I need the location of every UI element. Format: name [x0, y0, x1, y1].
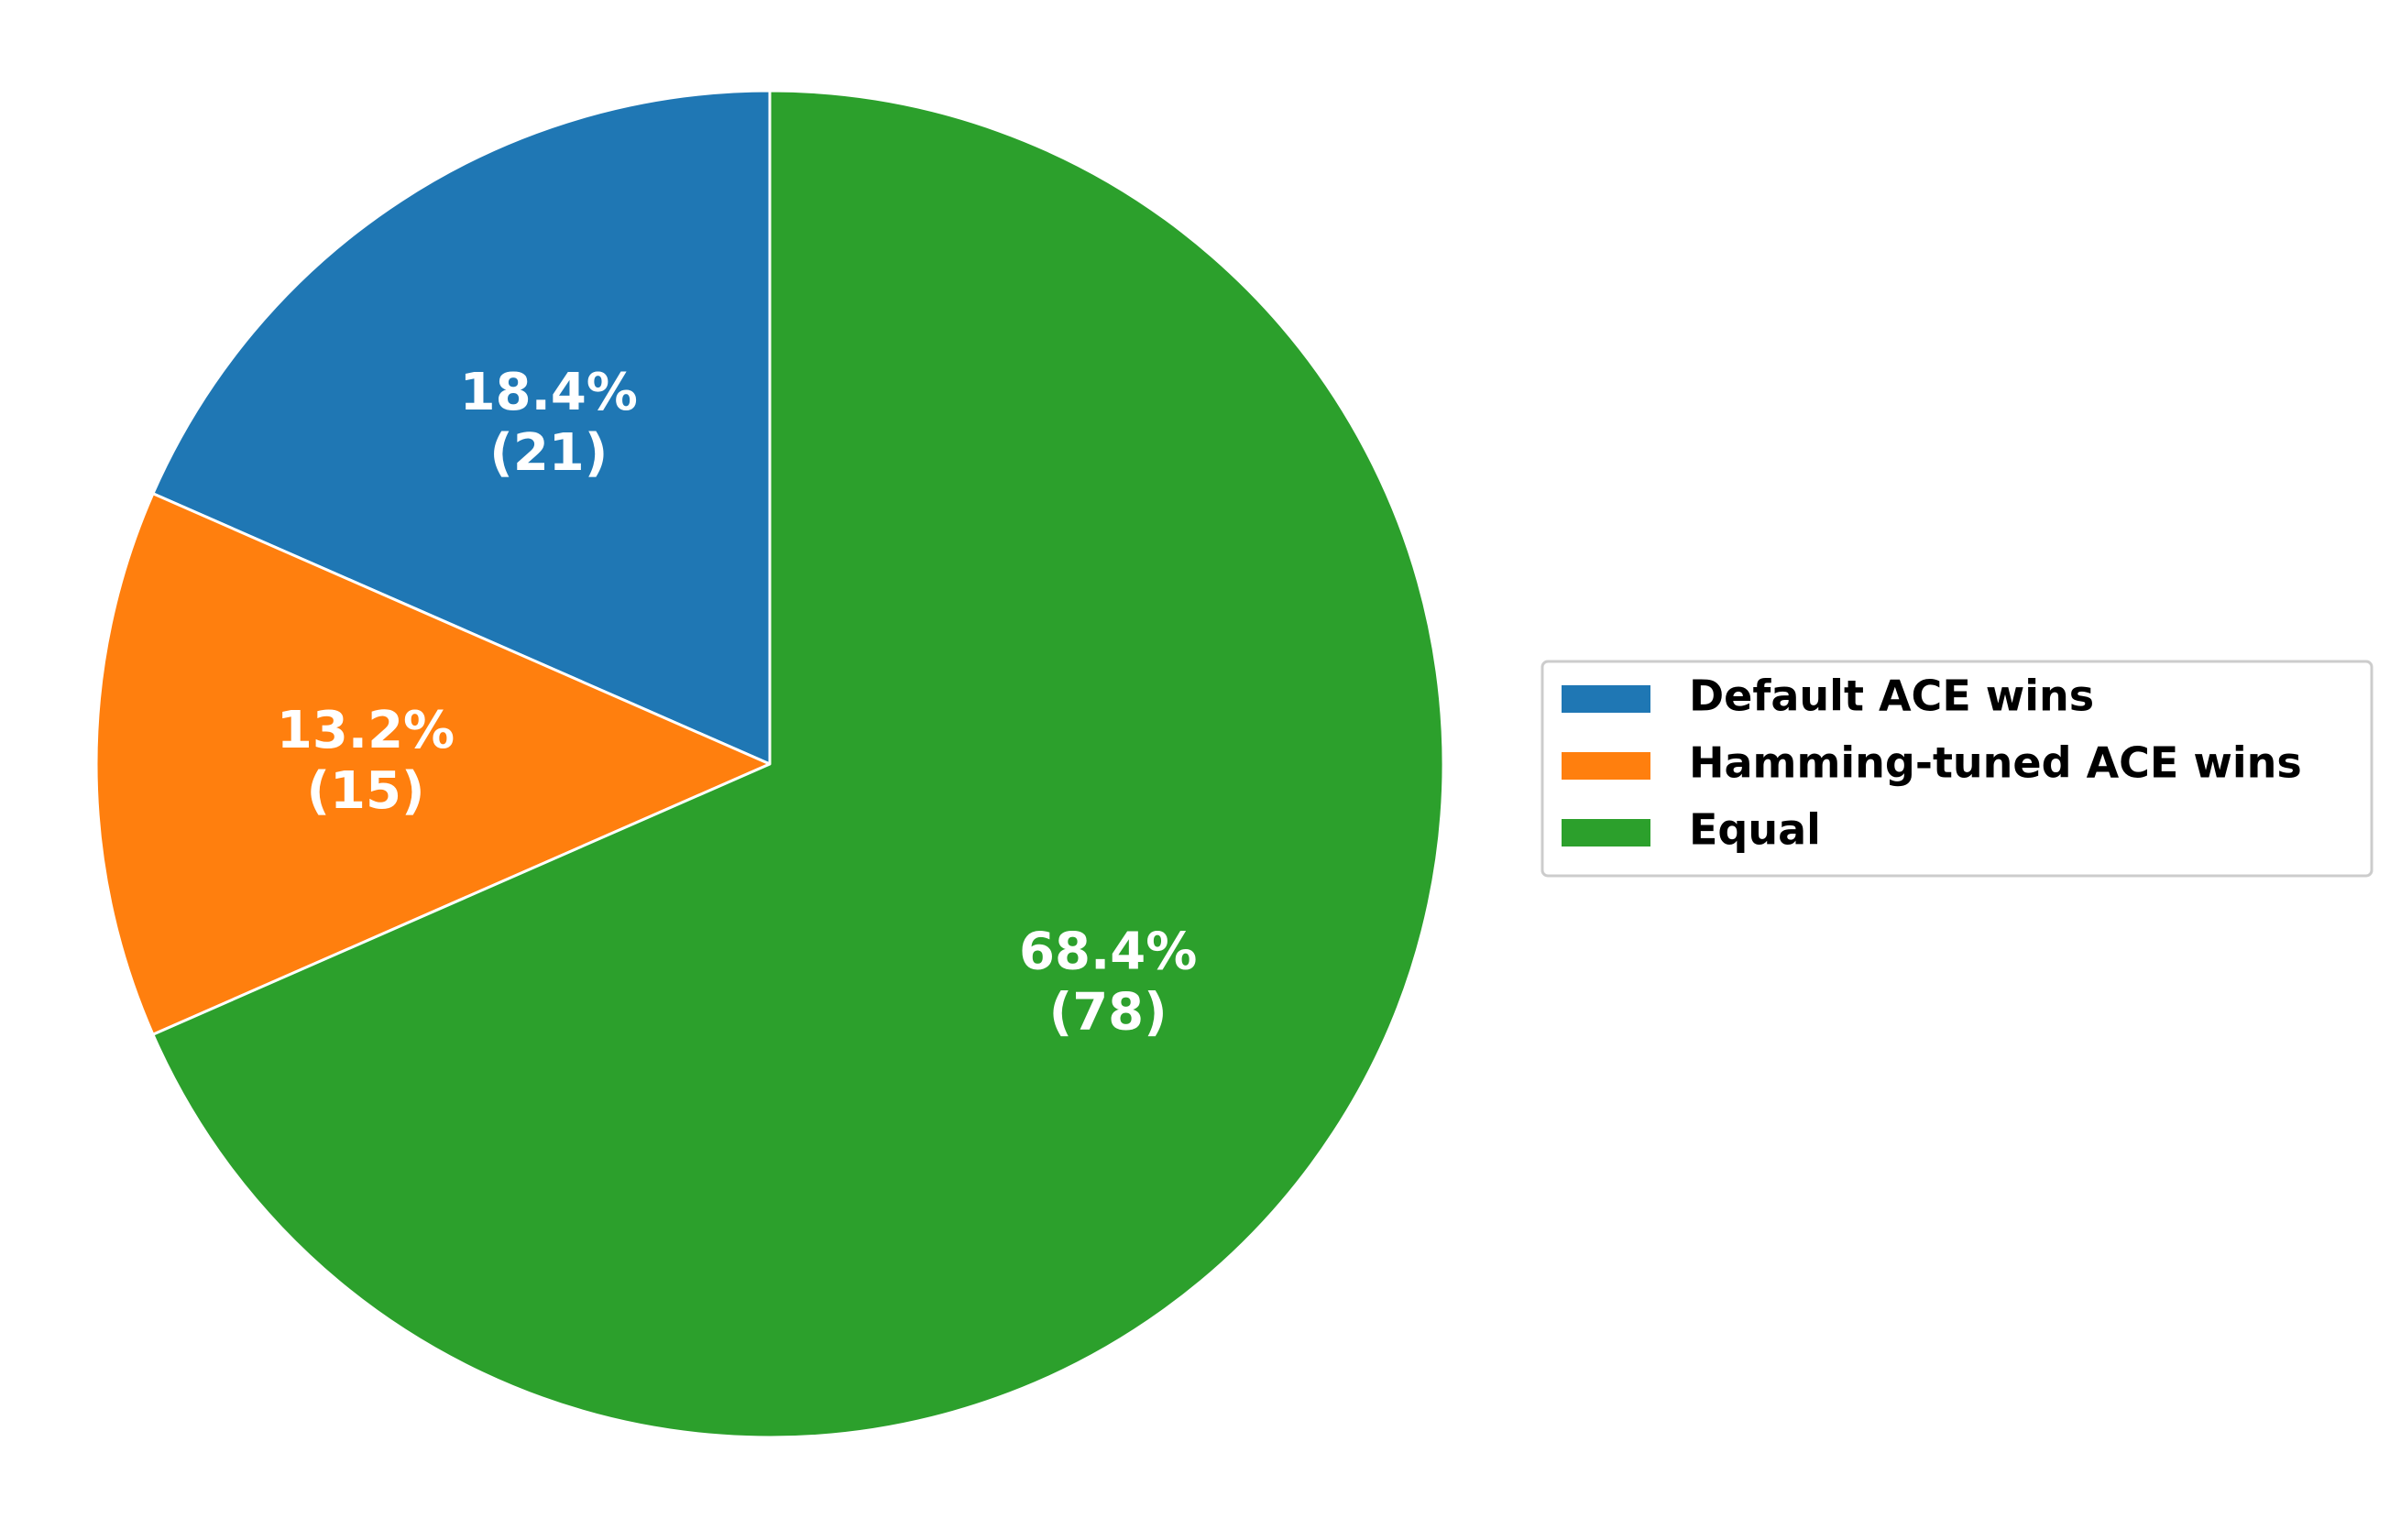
percent-label: 68.4% [1019, 922, 1197, 981]
legend-swatch [1562, 685, 1650, 713]
percent-label: 13.2% [277, 701, 455, 760]
legend-frame [1540, 660, 2374, 878]
legend-label: Hamming-tuned ACE wins [1689, 738, 2302, 788]
percent-label: 18.4% [460, 363, 638, 422]
pie-slice [151, 89, 772, 766]
legend-label: Default ACE wins [1689, 672, 2094, 721]
legend-swatch [1562, 819, 1650, 846]
legend-label: Equal [1689, 805, 1821, 855]
legend: Default ACE wins Hamming-tuned ACE wins Eq… [1540, 660, 2374, 878]
count-label: (78) [1049, 982, 1168, 1042]
count-label: (15) [306, 761, 424, 821]
count-label: (21) [489, 423, 608, 483]
legend-swatch [1562, 752, 1650, 780]
pie-slice [94, 492, 772, 1036]
pie-slice [151, 89, 1445, 1439]
